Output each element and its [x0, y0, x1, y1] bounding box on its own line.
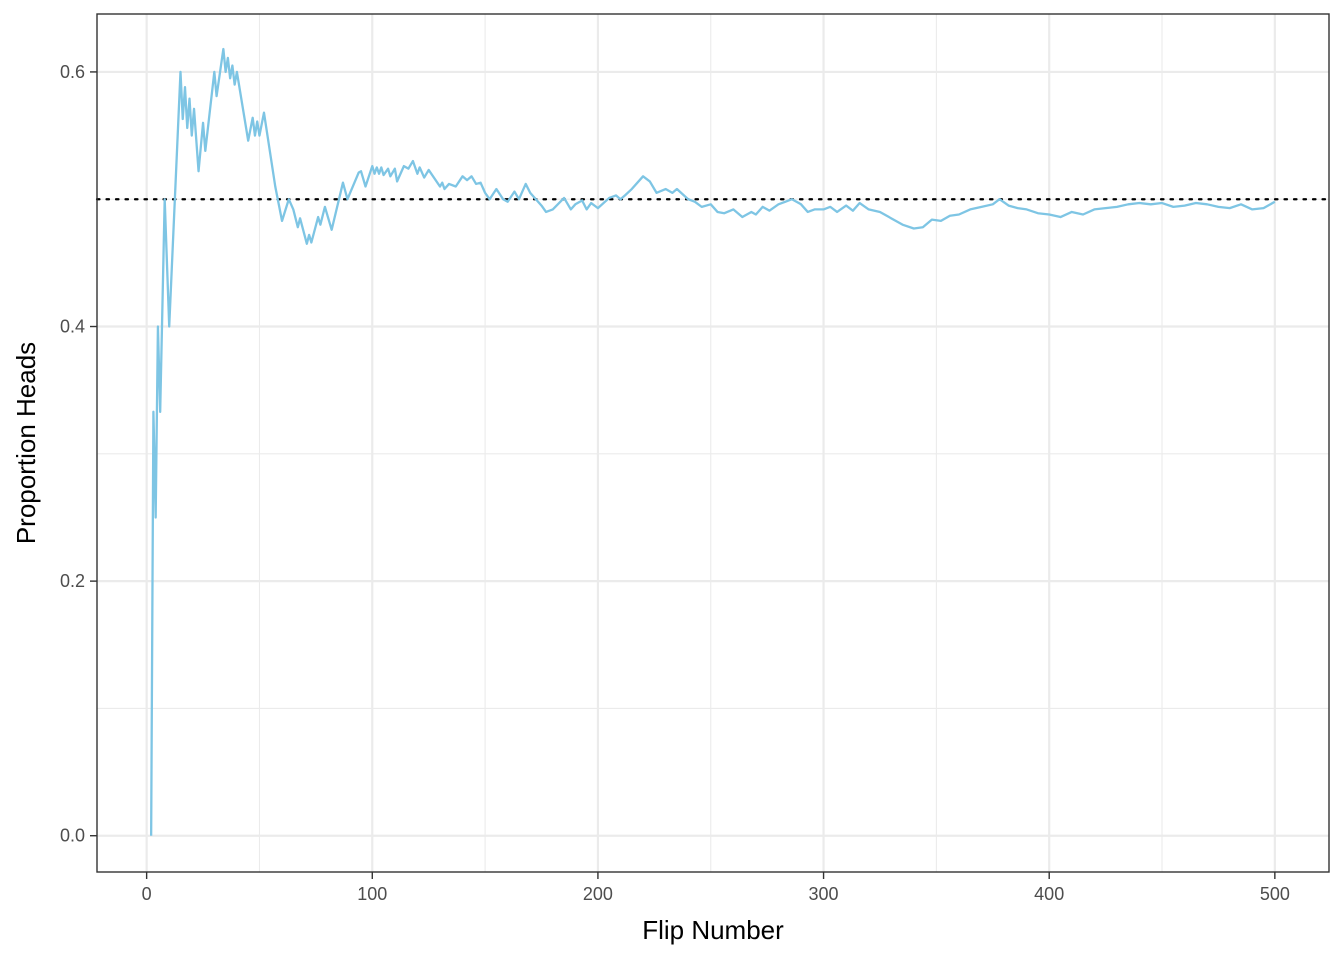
y-axis-title: Proportion Heads [11, 342, 41, 544]
x-axis: 0 100 200 300 400 500 [142, 872, 1290, 904]
x-tick-label: 100 [357, 884, 387, 904]
plot-panel [97, 14, 1329, 872]
y-tick-label: 0.2 [60, 571, 85, 591]
x-tick-label: 0 [142, 884, 152, 904]
proportion-heads-line [150, 47, 1276, 836]
x-tick-label: 400 [1034, 884, 1064, 904]
x-tick-label: 300 [809, 884, 839, 904]
x-axis-title: Flip Number [642, 915, 784, 945]
x-tick-label: 200 [583, 884, 613, 904]
y-tick-label: 0.4 [60, 317, 85, 337]
x-tick-label: 500 [1260, 884, 1290, 904]
major-grid [97, 14, 1329, 872]
y-tick-label: 0.6 [60, 62, 85, 82]
y-axis: 0.0 0.2 0.4 0.6 [60, 62, 97, 846]
y-tick-label: 0.0 [60, 826, 85, 846]
plot-border [96, 13, 1330, 873]
minor-grid [97, 14, 1329, 872]
